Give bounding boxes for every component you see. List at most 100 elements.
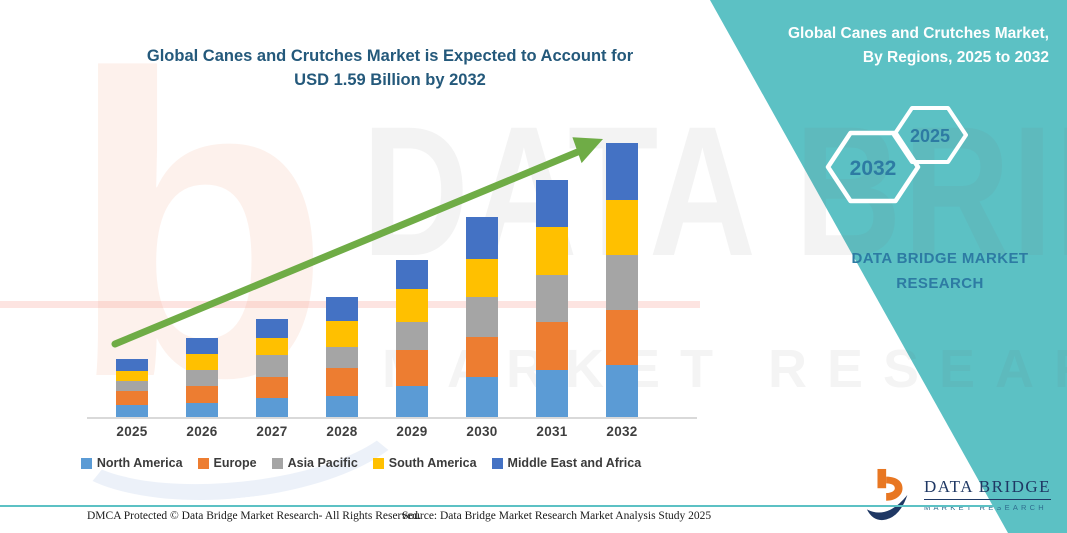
bar-column-2031	[536, 180, 568, 417]
bar-column-2027	[256, 319, 288, 417]
bar-segment-2029	[396, 322, 428, 350]
bar-column-2026	[186, 338, 218, 417]
bar-segment-2026	[186, 338, 218, 354]
bar-segment-2030	[466, 297, 498, 337]
hexagon-2032-outline	[825, 130, 921, 204]
legend-swatch	[491, 457, 503, 469]
bar-segment-2027	[256, 377, 288, 398]
bar-segment-2032	[606, 365, 638, 417]
year-hexagon-badges: 2025 2032	[825, 106, 968, 204]
logo-name: DATA BRIDGE	[924, 477, 1052, 500]
x-axis-label-2030: 2030	[466, 424, 498, 439]
legend-label: South America	[388, 456, 477, 470]
bar-segment-2031	[536, 180, 568, 227]
legend-item: Middle East and Africa	[491, 456, 642, 470]
x-axis-label-2032: 2032	[606, 424, 638, 439]
logo-b-stem	[877, 468, 887, 489]
bar-segment-2028	[326, 297, 358, 321]
bar-column-2028	[326, 297, 358, 417]
bar-segment-2032	[606, 255, 638, 310]
x-axis-label-2025: 2025	[116, 424, 148, 439]
bar-segment-2031	[536, 370, 568, 417]
legend-swatch	[271, 457, 283, 469]
footer-copyright: DMCA Protected © Data Bridge Market Rese…	[87, 510, 421, 522]
bar-segment-2025	[116, 381, 148, 391]
bars-area	[85, 130, 700, 419]
bar-segment-2026	[186, 370, 218, 386]
hexagon-2025-label: 2025	[910, 126, 950, 146]
bar-segment-2029	[396, 260, 428, 289]
bar-segment-2030	[466, 259, 498, 297]
legend-label: Asia Pacific	[287, 456, 358, 470]
bar-segment-2025	[116, 359, 148, 371]
brand-name-line1: DATA BRIDGE MARKET	[851, 250, 1029, 267]
bar-segment-2031	[536, 322, 568, 370]
legend-item: Europe	[197, 456, 257, 470]
logo-swoosh	[866, 494, 908, 521]
bar-segment-2032	[606, 200, 638, 255]
bar-column-2029	[396, 260, 428, 417]
footer-source: Source: Data Bridge Market Research Mark…	[402, 510, 712, 522]
year-labels: 2025 2026 2027 2028 2029 2030 2031 2032	[85, 424, 700, 446]
logo-b-bowl	[886, 476, 903, 501]
bar-segment-2031	[536, 227, 568, 275]
bar-column-2025	[116, 359, 148, 417]
legend-label: Middle East and Africa	[507, 456, 642, 470]
chart-title-line1: Global Canes and Crutches Market is Expe…	[146, 47, 634, 65]
bar-segment-2027	[256, 338, 288, 355]
brand-name-line2: RESEARCH	[896, 275, 984, 292]
bar-segment-2026	[186, 354, 218, 370]
hexagon-2032-label: 2032	[850, 157, 897, 180]
bar-segment-2030	[466, 377, 498, 417]
bar-segment-2029	[396, 350, 428, 386]
legend-swatch	[372, 457, 384, 469]
bar-segment-2030	[466, 337, 498, 377]
bar-segment-2027	[256, 398, 288, 417]
bar-segment-2028	[326, 347, 358, 368]
x-axis-label-2031: 2031	[536, 424, 568, 439]
side-panel-title: Global Canes and Crutches Market, By Reg…	[719, 22, 1049, 70]
legend-item: North America	[80, 456, 183, 470]
data-bridge-logo: DATA BRIDGE MARKET RESEARCH	[864, 466, 1052, 522]
bar-segment-2028	[326, 396, 358, 417]
x-axis-label-2026: 2026	[186, 424, 218, 439]
bar-segment-2029	[396, 386, 428, 417]
bar-segment-2027	[256, 355, 288, 377]
brand-name-block: DATA BRIDGE MARKET RESEARCH	[840, 246, 1040, 296]
legend-label: Europe	[213, 456, 257, 470]
footer-divider-line	[0, 505, 1003, 507]
x-axis-label-2027: 2027	[256, 424, 288, 439]
chart-title: Global Canes and Crutches Market is Expe…	[120, 44, 660, 92]
logo-text-block: DATA BRIDGE MARKET RESEARCH	[924, 477, 1052, 512]
data-bridge-logo-icon	[866, 468, 908, 521]
x-axis-line	[87, 417, 697, 419]
bar-segment-2025	[116, 391, 148, 405]
logo-subtitle: MARKET RESEARCH	[924, 502, 1047, 512]
bar-segment-2032	[606, 143, 638, 200]
bar-column-2032	[606, 143, 638, 417]
x-axis-label-2028: 2028	[326, 424, 358, 439]
bar-segment-2028	[326, 368, 358, 396]
bar-segment-2025	[116, 371, 148, 381]
legend: North America Europe Asia Pacific South Ame…	[55, 456, 667, 470]
bar-segment-2029	[396, 289, 428, 322]
bar-segment-2025	[116, 405, 148, 417]
bar-segment-2030	[466, 217, 498, 259]
legend-swatch	[197, 457, 209, 469]
bar-segment-2031	[536, 275, 568, 322]
bar-segment-2032	[606, 310, 638, 365]
bar-column-2030	[466, 217, 498, 417]
side-panel-title-line1: Global Canes and Crutches Market,	[788, 25, 1049, 42]
side-panel-title-line2: By Regions, 2025 to 2032	[862, 49, 1049, 66]
x-axis-label-2029: 2029	[396, 424, 428, 439]
bar-segment-2026	[186, 386, 218, 403]
bar-segment-2028	[326, 321, 358, 347]
bar-segment-2027	[256, 319, 288, 338]
bar-segment-2026	[186, 403, 218, 417]
legend-label: North America	[96, 456, 183, 470]
legend-item: South America	[372, 456, 477, 470]
legend-swatch	[80, 457, 92, 469]
legend-item: Asia Pacific	[271, 456, 358, 470]
chart-title-line2: USD 1.59 Billion by 2032	[294, 71, 486, 89]
